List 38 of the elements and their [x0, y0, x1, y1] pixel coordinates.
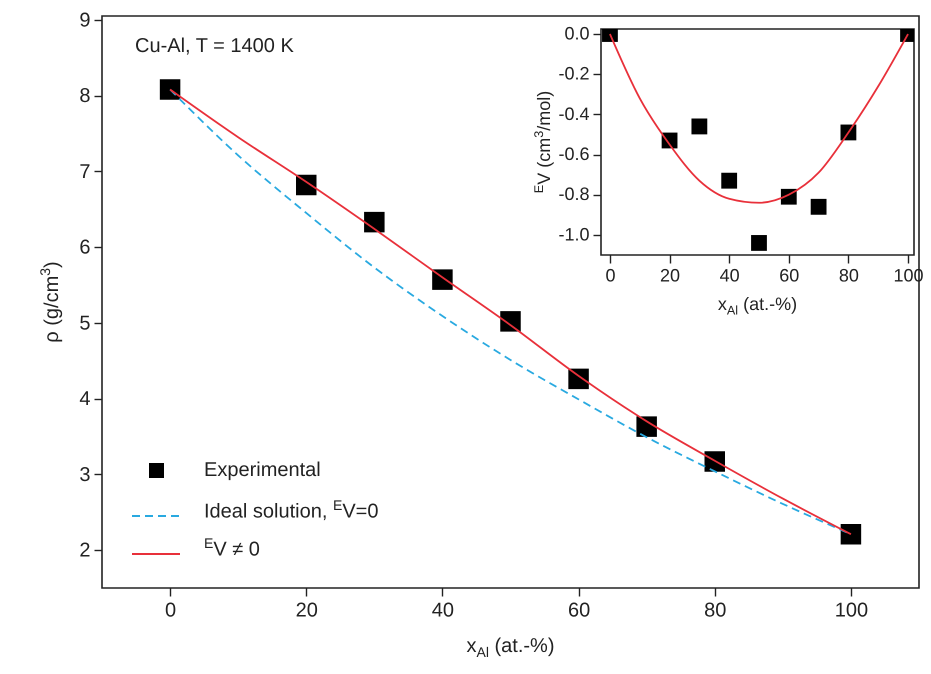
legend-label: Ideal solution, $^{E}$V=0	[204, 497, 378, 523]
y-tick-label: -1.0	[558, 224, 590, 244]
point	[691, 118, 708, 134]
x-tick-label: 0	[165, 600, 176, 622]
y-tick-label: -0.8	[558, 184, 590, 204]
x-tick-label: 80	[704, 600, 726, 622]
x-tick-label: 0	[605, 266, 616, 286]
x-tick-label: 100	[834, 600, 868, 622]
y-tick-label: -0.2	[558, 64, 590, 84]
point	[364, 212, 385, 232]
y-tick-label: -0.4	[558, 104, 590, 124]
legend-label: $^{E}$V ≠ 0	[204, 535, 260, 561]
y-tick-label: 8	[79, 85, 90, 108]
x-tick-label: 60	[568, 600, 590, 622]
y-tick-label: 7	[79, 160, 90, 183]
x-tick-label: 80	[838, 266, 859, 286]
point	[751, 235, 767, 251]
x-tick-label: 40	[432, 600, 454, 622]
x-tick-label: 40	[720, 266, 740, 286]
x-axis-title: x$_{Al}$ (at.-%)	[466, 635, 555, 660]
y-tick-label: -0.6	[558, 144, 590, 164]
point	[160, 79, 180, 100]
y-tick-label: 3	[79, 464, 90, 486]
x-axis-title: x$_{Al}$ (at.-%)	[718, 294, 798, 318]
y-tick-label: 0.0	[564, 24, 590, 44]
legend-label: Experimental	[204, 459, 321, 481]
annotation: Cu-Al, T = 1400 K	[135, 35, 294, 57]
x-tick-label: 20	[660, 266, 680, 286]
point	[721, 172, 738, 189]
point	[840, 524, 862, 544]
y-tick-label: 2	[79, 540, 90, 562]
y-tick-label: 6	[79, 236, 90, 259]
y-tick-label: 9	[79, 9, 90, 32]
x-tick-label: 60	[779, 266, 800, 286]
point	[810, 198, 827, 215]
x-tick-label: 20	[296, 600, 318, 622]
y-tick-label: 4	[79, 388, 90, 410]
y-tick-label: 5	[79, 312, 90, 334]
